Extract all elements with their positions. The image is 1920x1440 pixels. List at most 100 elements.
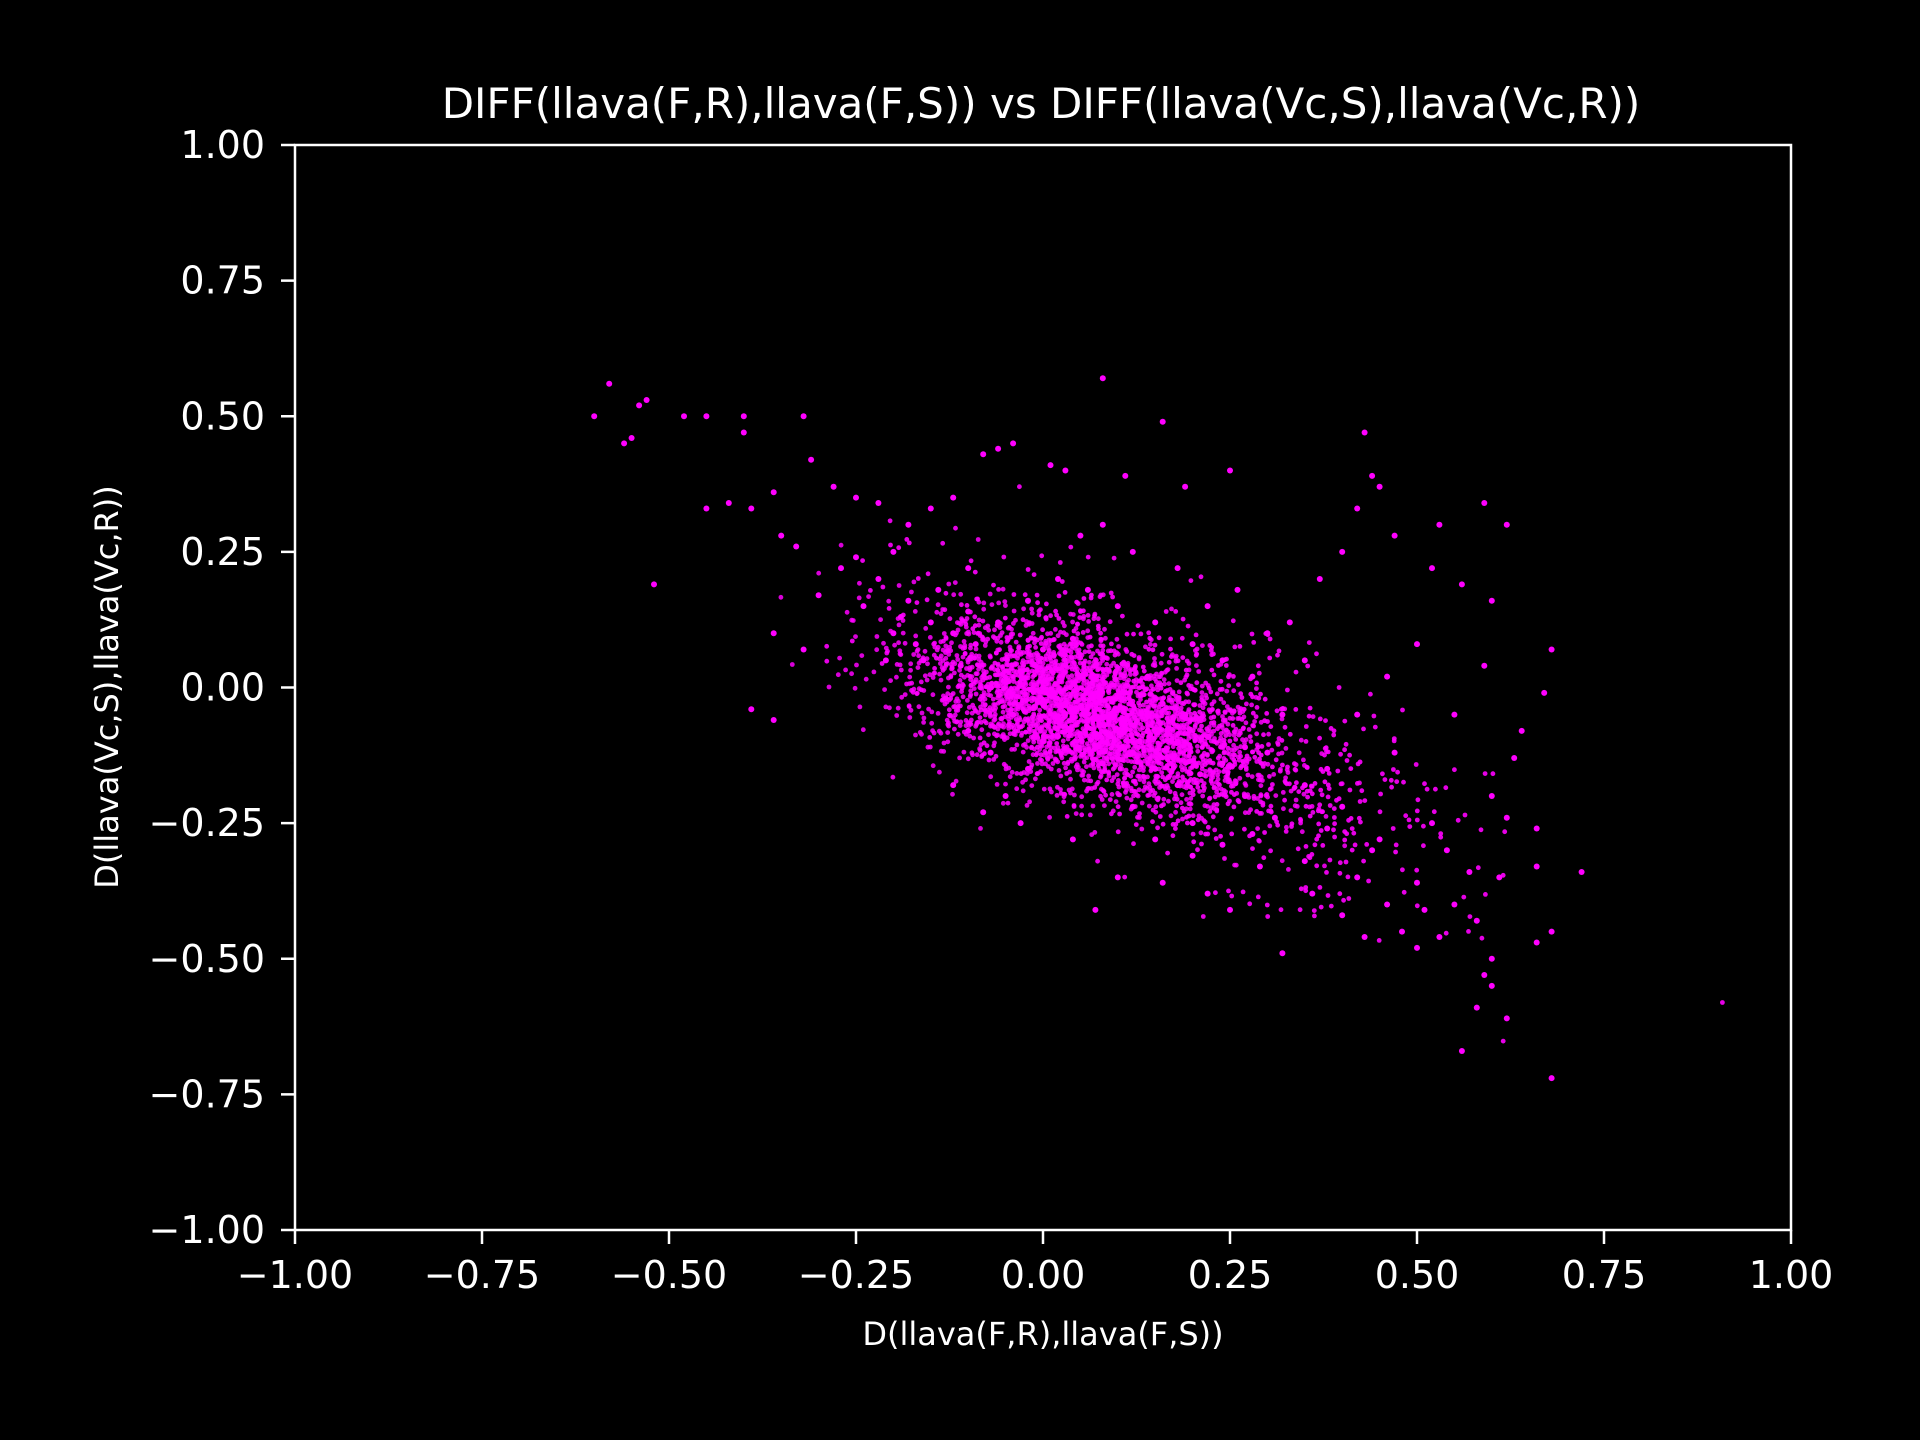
scatter-point [1252,719,1257,724]
scatter-point [994,733,999,739]
scatter-point [1092,906,1099,913]
scatter-point [1056,768,1062,773]
scatter-point [1049,661,1054,667]
scatter-point [1327,803,1333,808]
scatter-point [1219,760,1226,767]
scatter-point [1078,702,1084,708]
scatter-point [1099,797,1105,802]
scatter-point [1116,784,1122,790]
scatter-point [1533,939,1540,946]
scatter-point [1080,772,1086,778]
scatter-point [971,686,977,691]
scatter-point [1147,784,1153,790]
scatter-point [1041,786,1047,792]
scatter-point [1135,773,1141,779]
scatter-point [1140,664,1146,670]
scatter-point [1107,797,1113,802]
scatter-point [1047,749,1053,755]
scatter-point [1196,760,1202,766]
scatter-point [1173,809,1178,815]
scatter-point [1000,704,1006,710]
scatter-point [1003,674,1009,680]
scatter-point [1175,658,1181,664]
scatter-point [1181,701,1186,707]
scatter-point [1025,567,1031,572]
scatter-point [1153,804,1159,810]
scatter-point [1140,725,1146,731]
scatter-point [1152,676,1158,682]
scatter-point [1220,714,1225,719]
scatter-point [1054,695,1060,700]
scatter-point [1141,702,1146,708]
scatter-point [1024,650,1030,655]
scatter-point [1101,789,1107,794]
scatter-point [1023,623,1029,628]
scatter-point [1354,505,1361,512]
scatter-point [1052,745,1057,751]
scatter-point [1312,842,1318,848]
scatter-point [1030,630,1036,636]
scatter-point [1080,630,1086,635]
scatter-point [1227,467,1233,474]
scatter-point [1025,738,1031,743]
scatter-point [1336,685,1342,690]
scatter-point [1193,632,1199,638]
scatter-point [1087,726,1093,731]
scatter-point [968,558,974,564]
scatter-point [1223,794,1229,800]
scatter-point [1052,652,1057,658]
scatter-point [1335,768,1341,774]
scatter-point [1197,703,1203,708]
y-tick-label: 0.25 [180,530,265,574]
scatter-point [1088,778,1094,784]
scatter-point [1380,771,1385,777]
scatter-point [1339,548,1346,555]
scatter-point [1085,613,1091,618]
scatter-point [1124,795,1130,801]
scatter-point [1331,728,1337,734]
scatter-point [1279,738,1285,743]
scatter-point [935,711,941,716]
scatter-point [1166,681,1172,686]
scatter-point [1120,709,1126,715]
scatter-point [1451,711,1458,718]
scatter-point [1068,650,1074,655]
scatter-point [1354,874,1361,881]
scatter-point [1153,781,1159,786]
scatter-point [1048,613,1053,619]
scatter-point [1223,733,1229,738]
scatter-point [1299,829,1305,835]
scatter-point [1129,749,1136,756]
scatter-point [1114,743,1120,748]
scatter-point [1316,821,1322,827]
scatter-point [1285,770,1291,775]
scatter-point [1273,757,1279,763]
scatter-point [1198,737,1204,743]
scatter-point [1026,726,1032,731]
scatter-point [1131,631,1136,637]
scatter-point [1013,717,1019,722]
scatter-point [881,640,886,646]
scatter-point [1478,827,1484,833]
scatter-point [1110,594,1115,600]
scatter-point [1143,644,1148,650]
scatter-point [1040,703,1046,709]
scatter-point [1160,774,1165,780]
scatter-point [1211,785,1217,791]
scatter-point [1236,799,1242,805]
scatter-point [1323,745,1329,751]
scatter-point [1104,661,1110,667]
scatter-point [883,645,889,651]
scatter-point [1038,673,1043,679]
scatter-point [1317,802,1323,808]
scatter-point [1174,782,1181,789]
scatter-point [964,631,970,636]
scatter-point [1149,740,1155,745]
scatter-point [1194,680,1200,686]
scatter-point [1079,768,1085,774]
scatter-point [1244,758,1250,764]
scatter-point [1207,767,1213,773]
scatter-point [964,603,970,608]
scatter-point [1207,758,1213,763]
scatter-point [1467,914,1473,919]
